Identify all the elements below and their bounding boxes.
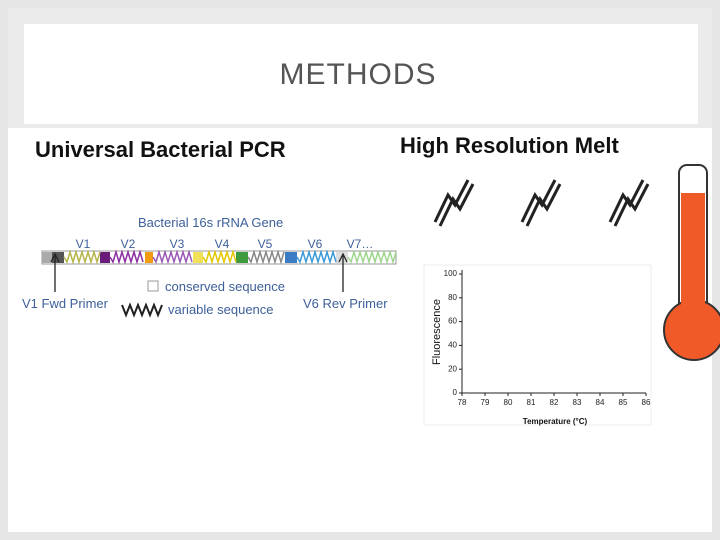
conserved-block [193, 252, 203, 263]
x-tick-label: 81 [527, 398, 536, 407]
primer-label: V1 Fwd Primer [22, 296, 109, 311]
x-axis-label: Temperature (°C) [523, 417, 588, 426]
variable-wave [63, 249, 101, 265]
dna-icon [438, 183, 475, 227]
y-tick-label: 100 [444, 269, 458, 278]
legend-label: variable sequence [168, 302, 274, 317]
conserved-block [236, 252, 248, 263]
y-tick-label: 40 [448, 341, 457, 350]
thermometer-bulb [663, 299, 720, 361]
x-tick-label: 80 [504, 398, 513, 407]
region-label: V3 [170, 237, 185, 251]
variable-wave [296, 249, 337, 265]
variable-wave [347, 249, 397, 265]
dna-icon [613, 183, 650, 227]
x-tick-label: 85 [619, 398, 628, 407]
x-tick-label: 84 [596, 398, 605, 407]
variable-wave [109, 249, 144, 265]
arrowhead [338, 252, 348, 263]
y-tick-label: 60 [448, 317, 457, 326]
legend-label: conserved sequence [165, 279, 285, 294]
x-tick-label: 83 [573, 398, 582, 407]
y-tick-label: 20 [448, 364, 457, 373]
y-tick-label: 0 [453, 388, 458, 397]
x-tick-label: 79 [481, 398, 490, 407]
region-label: V5 [258, 237, 273, 251]
x-tick-label: 82 [550, 398, 559, 407]
thermometer-neck [681, 295, 705, 307]
region-label: V1 [76, 237, 91, 251]
conserved-block [145, 252, 153, 263]
slide-title: METHODS [280, 58, 437, 91]
y-tick-label: 80 [448, 293, 457, 302]
legend-swatch [147, 280, 159, 292]
dna-icons [433, 179, 650, 227]
conserved-block [52, 252, 64, 263]
melt-plot: 0 20 40 60 80 100 78 79 80 81 82 83 84 85 86 [444, 269, 651, 407]
region-label: V4 [215, 237, 230, 251]
gene-bar [41, 249, 397, 265]
conserved-block [285, 252, 297, 263]
variable-wave [247, 249, 285, 265]
x-tick-label: 78 [458, 398, 467, 407]
title-card [24, 24, 698, 124]
legend-wave [121, 302, 163, 318]
dna-icon [525, 183, 562, 227]
y-axis-label: Fluorescence [431, 299, 443, 365]
region-label: V7… [347, 237, 374, 251]
conserved-block [42, 252, 52, 263]
arrowhead [50, 252, 60, 263]
gene-title: Bacterial 16s rRNA Gene [138, 215, 283, 230]
variable-wave [202, 249, 237, 265]
region-label: V2 [121, 237, 136, 251]
region-labels: V1 V2 V3 V4 V5 V6 V7… [76, 237, 374, 251]
conserved-block [100, 252, 110, 263]
variable-wave [152, 249, 193, 265]
right-heading: High Resolution Melt [400, 133, 619, 158]
primer-label: V6 Rev Primer [303, 296, 388, 311]
conserved-block [336, 252, 348, 263]
left-heading: Universal Bacterial PCR [35, 137, 286, 162]
x-tick-label: 86 [642, 398, 651, 407]
region-label: V6 [308, 237, 323, 251]
